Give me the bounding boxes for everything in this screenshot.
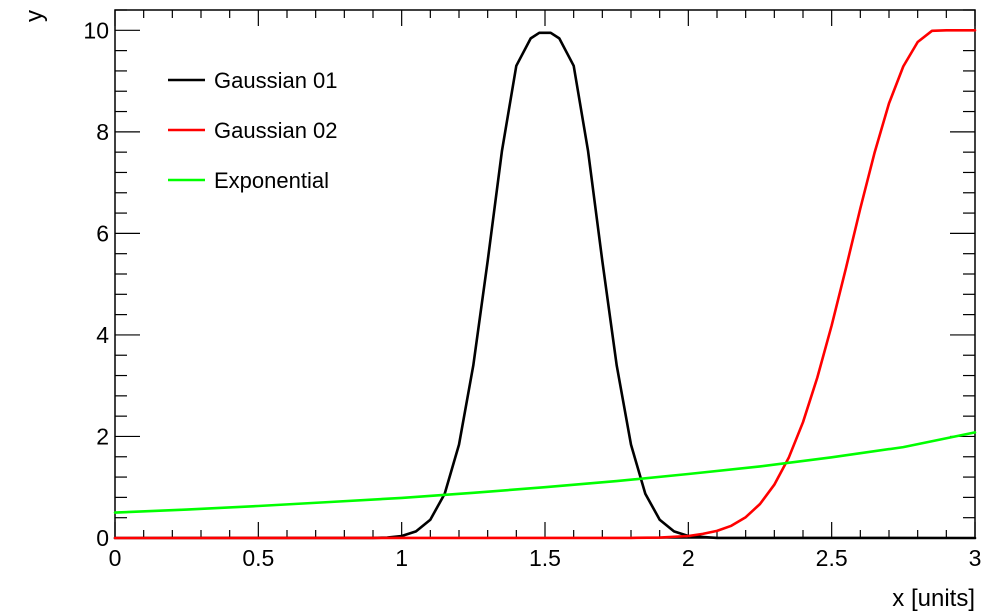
legend-label: Gaussian 01 bbox=[214, 68, 338, 93]
series-line-1 bbox=[113, 31, 977, 540]
y-tick-label: 0 bbox=[96, 525, 109, 551]
y-tick-label: 2 bbox=[96, 423, 109, 449]
x-axis-label: x [units] bbox=[892, 585, 975, 612]
y-tick-label: 4 bbox=[96, 322, 109, 348]
y-axis-label: y bbox=[21, 10, 48, 22]
legend-label: Gaussian 02 bbox=[214, 118, 338, 143]
y-tick-label: 10 bbox=[83, 17, 109, 43]
x-tick-label: 3 bbox=[969, 545, 982, 571]
legend: Gaussian 01 Gaussian 02 Exponential bbox=[168, 68, 338, 193]
x-tick-label: 2.5 bbox=[816, 545, 848, 571]
series-line-2 bbox=[113, 28, 977, 540]
legend-label: Exponential bbox=[214, 168, 329, 193]
y-tick-label: 8 bbox=[96, 119, 109, 145]
series-line-3 bbox=[113, 431, 977, 514]
x-tick-label: 0.5 bbox=[242, 545, 274, 571]
axis-tick-labels: 0 0.5 1 1.5 2 2.5 3 0 2 4 6 8 10 bbox=[83, 17, 981, 571]
series-lines bbox=[113, 28, 977, 540]
x-tick-label: 2 bbox=[682, 545, 695, 571]
x-tick-label: 1 bbox=[395, 545, 408, 571]
x-tick-label: 1.5 bbox=[529, 545, 561, 571]
y-tick-label: 6 bbox=[96, 220, 109, 246]
x-tick-label: 0 bbox=[109, 545, 122, 571]
